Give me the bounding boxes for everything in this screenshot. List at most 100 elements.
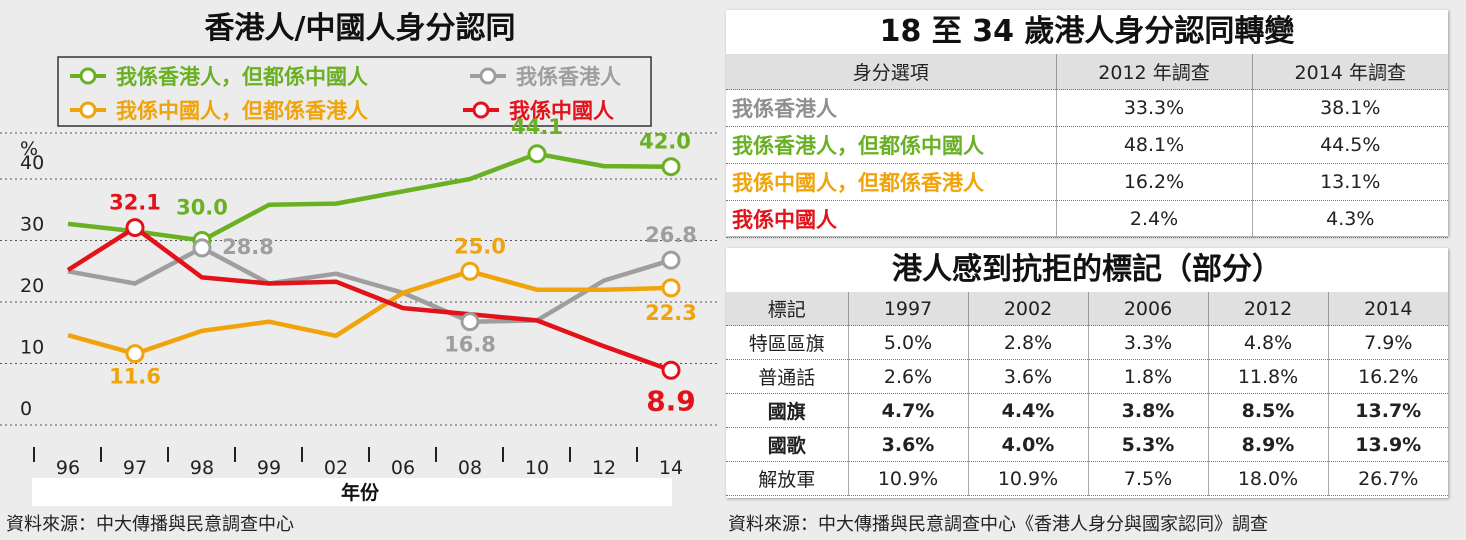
x-axis-label: 年份 bbox=[341, 481, 380, 504]
identity-option-label: 我係中國人，但都係香港人 bbox=[726, 163, 1057, 201]
series-line bbox=[67, 151, 672, 243]
data-point-marker bbox=[661, 360, 681, 380]
y-axis-unit: % bbox=[20, 138, 38, 160]
value-2012: 33.3% bbox=[1056, 89, 1253, 127]
symbol-value: 10.9% bbox=[968, 461, 1089, 496]
table1-row: 我係中國人 2.4% 4.3% bbox=[726, 200, 1448, 238]
table1-row: 我係香港人，但都係中國人 48.1% 44.5% bbox=[726, 126, 1448, 164]
x-tick-label: 14 bbox=[659, 457, 683, 479]
rejected-symbols-table: 標記 1997 2002 2006 2012 2014 特區區旗 5.0% 2.8%… bbox=[726, 292, 1448, 496]
legend-label: 我係中國人 bbox=[509, 99, 614, 123]
y-tick-label: 40 bbox=[20, 152, 44, 174]
table2-row: 國歌 3.6% 4.0% 5.3% 8.9% 13.9% bbox=[726, 427, 1448, 462]
symbol-value: 8.5% bbox=[1208, 393, 1329, 428]
value-2014: 13.1% bbox=[1252, 163, 1448, 201]
legend-label: 我係香港人，但都係中國人 bbox=[116, 65, 368, 89]
identity-option-label: 我係中國人 bbox=[726, 200, 1057, 238]
symbol-value: 2.8% bbox=[968, 325, 1089, 360]
symbol-value: 11.8% bbox=[1208, 359, 1329, 394]
data-label: 8.9 bbox=[646, 384, 696, 417]
value-2012: 48.1% bbox=[1056, 126, 1253, 164]
value-2014: 4.3% bbox=[1252, 200, 1448, 238]
y-tick-label: 0 bbox=[20, 398, 32, 420]
x-tick-label: 12 bbox=[592, 457, 616, 479]
symbol-value: 10.9% bbox=[848, 461, 969, 496]
table2-header-2002: 2002 bbox=[968, 292, 1089, 326]
x-tick-label: 10 bbox=[525, 457, 549, 479]
symbol-value: 13.7% bbox=[1328, 393, 1448, 428]
identity-option-label: 我係香港人 bbox=[726, 89, 1057, 127]
series-line bbox=[67, 245, 672, 324]
data-label: 32.1 bbox=[109, 191, 161, 215]
x-tick-label: 96 bbox=[56, 457, 80, 479]
symbol-value: 4.8% bbox=[1208, 325, 1329, 360]
table2-row: 解放軍 10.9% 10.9% 7.5% 18.0% 26.7% bbox=[726, 461, 1448, 496]
rejected-symbols-table-panel: 港人感到抗拒的標記（部分） 標記 1997 2002 2006 2012 201… bbox=[726, 248, 1448, 498]
table2-header-2006: 2006 bbox=[1088, 292, 1209, 326]
value-2012: 2.4% bbox=[1056, 200, 1253, 238]
symbol-value: 13.9% bbox=[1328, 427, 1448, 462]
table1-header-row: 身分選項 2012 年調查 2014 年調查 bbox=[726, 54, 1448, 90]
table1-header-option: 身分選項 bbox=[726, 54, 1057, 90]
symbol-value: 1.8% bbox=[1088, 359, 1209, 394]
data-point-marker bbox=[460, 312, 480, 332]
chart-title: 香港人/中國人身分認同 bbox=[205, 11, 516, 46]
table2-row: 特區區旗 5.0% 2.8% 3.3% 4.8% 7.9% bbox=[726, 325, 1448, 360]
legend-label: 我係香港人 bbox=[516, 65, 621, 89]
value-2012: 16.2% bbox=[1056, 163, 1253, 201]
table2-header-2012: 2012 bbox=[1208, 292, 1329, 326]
data-point-marker bbox=[527, 144, 547, 164]
symbol-value: 7.5% bbox=[1088, 461, 1209, 496]
data-label: 28.8 bbox=[222, 235, 274, 259]
symbol-label: 普通話 bbox=[726, 359, 849, 394]
legend-label: 我係中國人，但都係香港人 bbox=[116, 99, 368, 123]
value-2014: 38.1% bbox=[1252, 89, 1448, 127]
data-point-marker bbox=[125, 344, 145, 364]
data-label: 16.8 bbox=[444, 333, 496, 357]
youth-identity-table-panel: 18 至 34 歲港人身分認同轉變 身分選項 2012 年調查 2014 年調查… bbox=[726, 10, 1448, 238]
symbol-value: 26.7% bbox=[1328, 461, 1448, 496]
data-label: 25.0 bbox=[454, 234, 506, 258]
table1-row: 我係中國人，但都係香港人 16.2% 13.1% bbox=[726, 163, 1448, 201]
symbol-value: 18.0% bbox=[1208, 461, 1329, 496]
y-tick-label: 10 bbox=[20, 337, 44, 359]
right-source-note: 資料來源：中大傳播與民意調查中心《香港人身分與國家認同》調查 bbox=[728, 514, 1268, 535]
x-tick-label: 98 bbox=[190, 457, 214, 479]
data-label: 26.8 bbox=[645, 223, 697, 247]
identity-option-label: 我係香港人，但都係中國人 bbox=[726, 126, 1057, 164]
x-tick-label: 08 bbox=[458, 457, 482, 479]
symbol-value: 2.6% bbox=[848, 359, 969, 394]
table1-header-2012: 2012 年調查 bbox=[1056, 54, 1253, 90]
y-tick-label: 20 bbox=[20, 275, 44, 297]
symbol-value: 16.2% bbox=[1328, 359, 1448, 394]
identity-line-chart: 香港人/中國人身分認同我係香港人，但都係中國人 我係香港人我係中國人，但都係香港人… bbox=[0, 0, 720, 540]
series-line bbox=[67, 269, 672, 356]
table2-title: 港人感到抗拒的標記（部分） bbox=[892, 252, 1282, 287]
x-tick-label: 06 bbox=[391, 457, 415, 479]
symbol-value: 5.3% bbox=[1088, 427, 1209, 462]
youth-identity-table: 身分選項 2012 年調查 2014 年調查 我係香港人 33.3% 38.1% 我係… bbox=[726, 54, 1448, 238]
y-tick-label: 30 bbox=[20, 214, 44, 236]
table2-header-row: 標記 1997 2002 2006 2012 2014 bbox=[726, 292, 1448, 326]
x-tick-label: 97 bbox=[123, 457, 147, 479]
table2-row: 普通話 2.6% 3.6% 1.8% 11.8% 16.2% bbox=[726, 359, 1448, 394]
table2-row: 國旗 4.7% 4.4% 3.8% 8.5% 13.7% bbox=[726, 393, 1448, 428]
x-tick-label: 02 bbox=[324, 457, 348, 479]
series-line bbox=[66, 225, 672, 373]
table2-header-1997: 1997 bbox=[848, 292, 969, 326]
table1-header-2014: 2014 年調查 bbox=[1252, 54, 1448, 90]
data-point-marker bbox=[125, 218, 145, 238]
table1-row: 我係香港人 33.3% 38.1% bbox=[726, 89, 1448, 127]
data-point-marker bbox=[661, 157, 681, 177]
symbol-label: 國旗 bbox=[726, 393, 849, 428]
symbol-value: 3.6% bbox=[848, 427, 969, 462]
legend-box bbox=[57, 56, 652, 127]
symbol-value: 4.7% bbox=[848, 393, 969, 428]
data-point-marker bbox=[661, 250, 681, 270]
data-point-marker bbox=[460, 261, 480, 281]
table2-header-symbol: 標記 bbox=[726, 292, 849, 326]
symbol-value: 4.0% bbox=[968, 427, 1089, 462]
symbol-label: 解放軍 bbox=[726, 461, 849, 496]
symbol-value: 3.8% bbox=[1088, 393, 1209, 428]
